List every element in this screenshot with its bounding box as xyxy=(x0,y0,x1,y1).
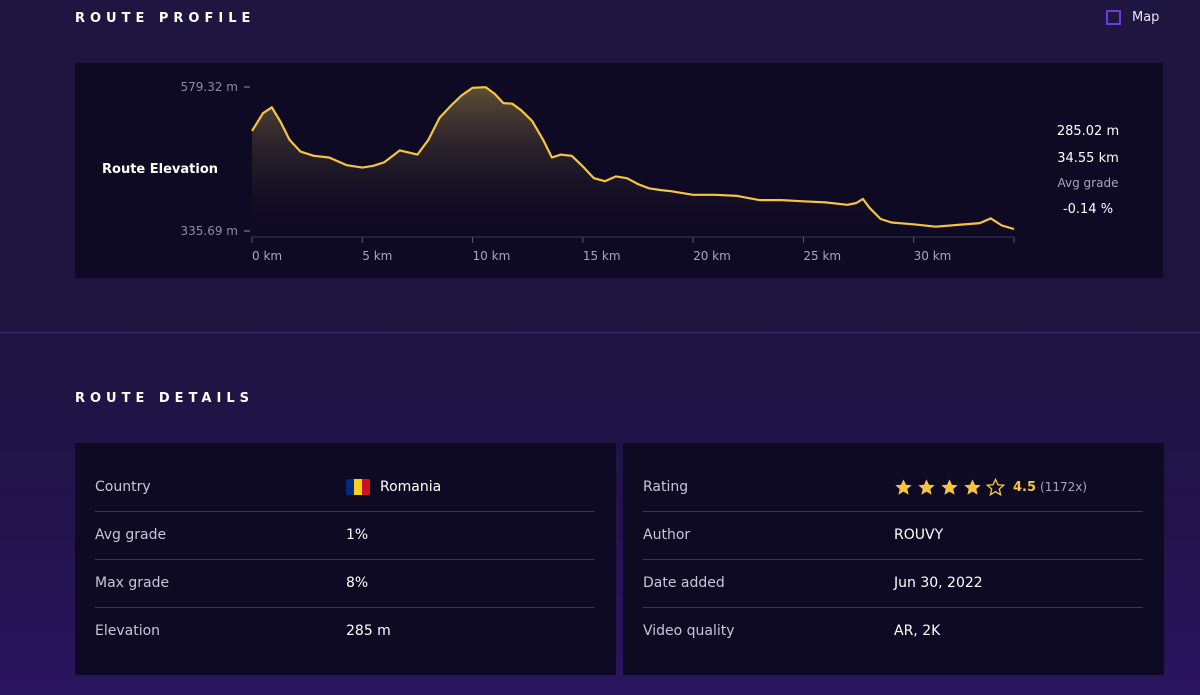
detail-key: Country xyxy=(95,479,151,495)
detail-row-rating: Rating 4.5 (1172x) xyxy=(643,463,1143,512)
x-tick-label: 15 km xyxy=(583,249,621,263)
detail-row-elevation: Elevation 285 m xyxy=(95,607,595,655)
detail-key: Author xyxy=(643,527,691,543)
rating-count: (1172x) xyxy=(1040,480,1088,494)
detail-value: 8% xyxy=(346,575,369,591)
x-tick-label: 0 km xyxy=(252,249,282,263)
romania-flag-icon xyxy=(346,479,370,495)
detail-row-avg-grade: Avg grade 1% xyxy=(95,511,595,560)
rating-stars xyxy=(894,477,1005,497)
detail-key: Avg grade xyxy=(95,527,167,543)
stat-avg-grade-label: Avg grade xyxy=(1057,176,1119,190)
detail-key: Max grade xyxy=(95,575,170,591)
detail-value: 4.5 (1172x) xyxy=(894,477,1088,497)
x-tick-label: 25 km xyxy=(803,249,841,263)
details-left-panel: Country Romania Avg grade 1% Max grade 8… xyxy=(75,443,616,675)
route-details-title: ROUTE DETAILS xyxy=(75,391,254,406)
detail-key: Date added xyxy=(643,575,725,591)
chart-title: Route Elevation xyxy=(102,162,219,177)
x-tick-label: 10 km xyxy=(473,249,511,263)
detail-value: 1% xyxy=(346,527,369,543)
detail-row-author: Author ROUVY xyxy=(643,511,1143,560)
elevation-area xyxy=(252,87,1014,237)
stat-avg-grade-value: -0.14 % xyxy=(1062,202,1114,217)
elevation-chart-panel: Route Elevation 579.32 m 335.69 m 0 km 5 km… xyxy=(75,63,1163,278)
details-right-panel: Rating 4.5 (1172x) Author ROUVY Date add… xyxy=(623,443,1164,675)
detail-key: Elevation xyxy=(95,623,161,639)
star-empty-icon xyxy=(986,477,1005,496)
elevation-line xyxy=(251,86,1015,231)
detail-key: Rating xyxy=(643,479,689,495)
detail-value: ROUVY xyxy=(894,527,944,543)
map-toggle[interactable]: Map xyxy=(1106,10,1159,25)
detail-value: Romania xyxy=(346,479,441,495)
star-filled-icon xyxy=(918,478,935,495)
map-toggle-label: Map xyxy=(1132,10,1160,25)
detail-row-date-added: Date added Jun 30, 2022 xyxy=(643,559,1143,608)
x-tick-label: 5 km xyxy=(362,249,392,263)
x-tick-label: 20 km xyxy=(693,249,731,263)
detail-value: AR, 2K xyxy=(894,623,941,639)
stat-distance: 34.55 km xyxy=(1057,151,1119,166)
y-tick-label: 579.32 m xyxy=(181,80,239,94)
detail-row-video-quality: Video quality AR, 2K xyxy=(643,607,1143,655)
star-filled-icon xyxy=(941,478,958,495)
section-divider xyxy=(0,332,1200,333)
rating-value: 4.5 xyxy=(1013,479,1037,495)
y-tick-label: 335.69 m xyxy=(181,224,239,238)
detail-key: Video quality xyxy=(643,623,735,639)
star-filled-icon xyxy=(895,478,912,495)
detail-value: Jun 30, 2022 xyxy=(894,575,983,591)
country-name: Romania xyxy=(380,479,442,495)
route-profile-title: ROUTE PROFILE xyxy=(75,11,256,26)
stat-elevation-gain: 285.02 m xyxy=(1056,124,1120,139)
star-filled-icon xyxy=(964,478,981,495)
detail-row-country: Country Romania xyxy=(95,463,595,512)
x-tick-label: 30 km xyxy=(914,249,952,263)
map-checkbox-icon[interactable] xyxy=(1106,10,1121,25)
elevation-chart: 579.32 m 335.69 m 0 km 5 km 10 km 15 km 20 km 2… xyxy=(181,80,1015,263)
detail-row-max-grade: Max grade 8% xyxy=(95,559,595,608)
detail-value: 285 m xyxy=(346,623,391,639)
